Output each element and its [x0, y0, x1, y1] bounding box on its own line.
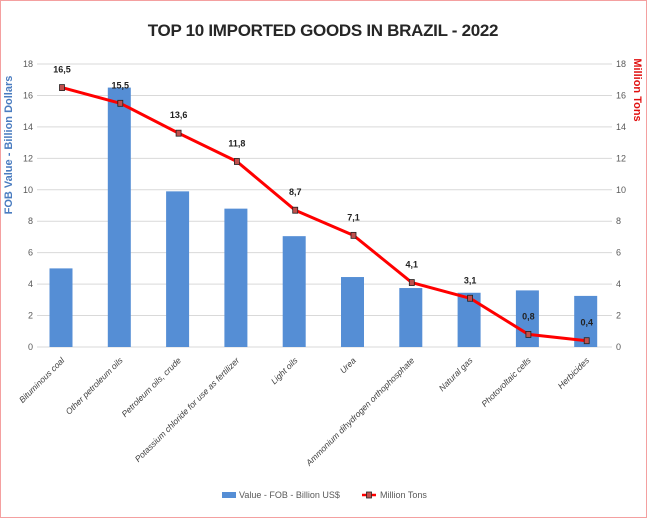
data-label: 16,5: [53, 65, 71, 75]
bar: [107, 87, 131, 347]
category-label: Other petroleum oils: [64, 355, 126, 417]
y2-tick-label: 6: [616, 248, 621, 258]
bar: [574, 295, 598, 347]
y-axis-label: FOB Value - Billion Dollars: [3, 76, 15, 215]
line-marker: [292, 206, 299, 214]
category-label: Natural gas: [437, 355, 475, 393]
line-marker: [408, 279, 415, 286]
legend: Value - FOB - Billion US$ Million Tons: [222, 490, 427, 500]
y-tick-label: 2: [28, 311, 33, 321]
y-tick-label: 8: [28, 216, 33, 226]
y-tick-label: 12: [23, 153, 33, 163]
bar: [282, 236, 306, 347]
legend-line-label: Million Tons: [380, 490, 427, 500]
bar: [399, 288, 423, 347]
bar: [224, 208, 248, 347]
bar: [341, 277, 364, 347]
legend-bar-label: Value - FOB - Billion US$: [239, 490, 340, 500]
data-label: 7,1: [347, 212, 360, 222]
bar: [457, 292, 481, 347]
line-marker: [467, 294, 474, 302]
line-marker: [233, 158, 240, 165]
category-label: Urea: [338, 355, 358, 375]
y2-tick-label: 4: [616, 279, 621, 289]
category-label: Light oils: [269, 355, 300, 386]
line-marker: [525, 331, 532, 338]
data-label: 0,8: [522, 311, 535, 321]
category-label: Petroleum oils, crude: [119, 355, 183, 419]
chart-title: TOP 10 IMPORTED GOODS IN BRAZIL - 2022: [148, 21, 498, 40]
y2-axis-label: Million Tons: [631, 58, 643, 121]
line-marker: [175, 129, 182, 137]
bar: [515, 290, 539, 347]
data-label: 11,8: [228, 138, 245, 148]
legend-bar-swatch: [222, 492, 236, 498]
category-label: Herbicides: [556, 355, 592, 391]
category-label: Bituminous coal: [17, 355, 67, 405]
data-label: 0,4: [580, 318, 593, 328]
data-label: 8,7: [289, 187, 302, 197]
category-label: Potassium chloride for use as fertilizer: [133, 355, 242, 464]
bar: [49, 268, 73, 347]
line-marker: [583, 337, 590, 345]
y2-tick-label: 12: [616, 153, 626, 163]
data-label: 4,1: [406, 260, 419, 270]
line-marker: [59, 84, 65, 91]
y2-tick-label: 18: [616, 59, 626, 69]
y-tick-label: 14: [23, 122, 33, 132]
series-line: [61, 86, 587, 343]
y-tick-label: 16: [23, 90, 33, 100]
y2-tick-label: 14: [616, 122, 626, 132]
data-label: 15,5: [112, 80, 130, 90]
data-label: 3,1: [464, 275, 477, 285]
data-label: 13,6: [170, 110, 188, 120]
y2-tick-label: 8: [616, 216, 621, 226]
y2-tick-label: 0: [616, 342, 621, 352]
bar: [166, 191, 190, 347]
line-marker: [350, 231, 357, 239]
legend-line-marker: [366, 491, 372, 499]
y2-tick-label: 2: [616, 311, 621, 321]
line-marker: [117, 99, 124, 107]
y2-tick-label: 10: [616, 185, 626, 195]
y-tick-label: 6: [28, 248, 33, 258]
y-tick-label: 4: [28, 279, 33, 289]
y-tick-label: 0: [28, 342, 33, 352]
y-tick-label: 18: [23, 59, 33, 69]
y-tick-label: 10: [23, 185, 33, 195]
category-label: Ammonium dihydrogen orthophosphate: [303, 355, 416, 468]
y2-tick-label: 16: [616, 90, 626, 100]
category-label: Photovoltaic cells: [479, 355, 533, 409]
